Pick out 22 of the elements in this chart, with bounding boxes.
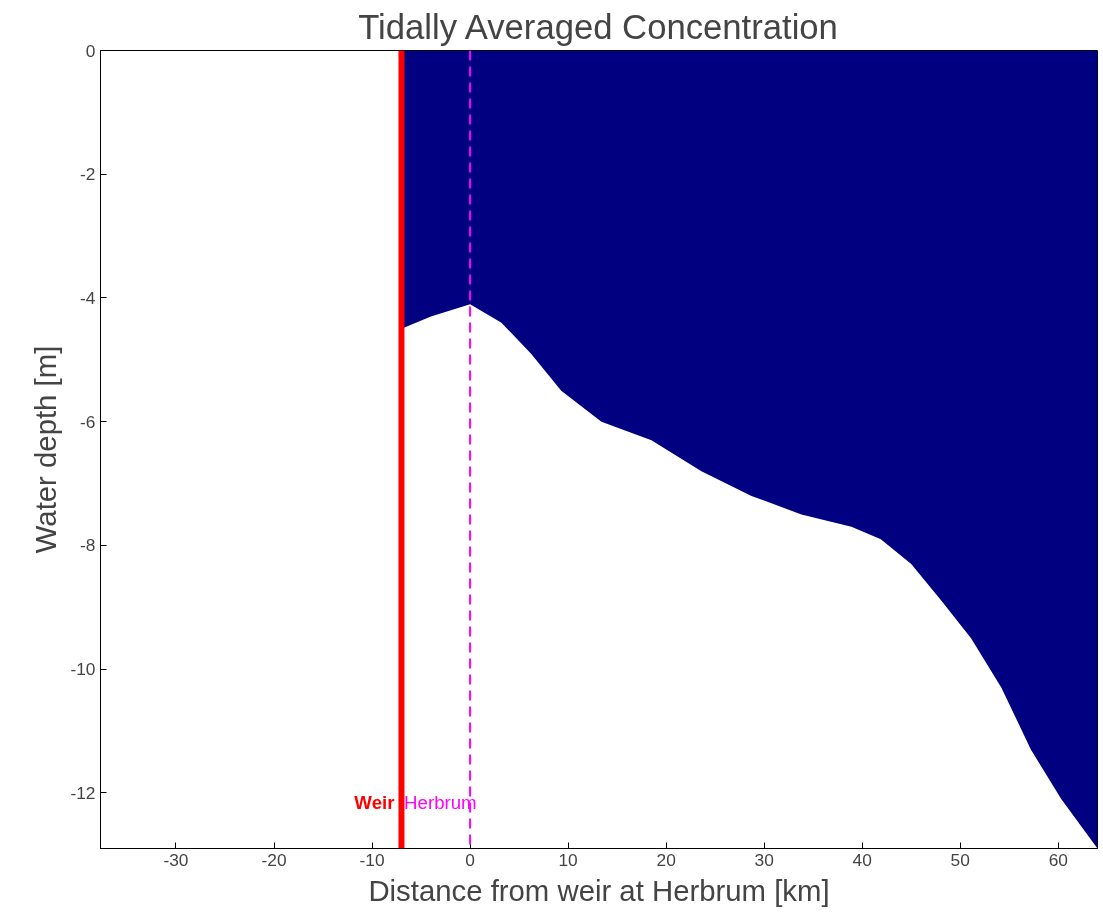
x-tick-label: 0 bbox=[465, 849, 475, 870]
x-tick-label: -20 bbox=[261, 849, 287, 870]
x-tick-label: -10 bbox=[359, 849, 385, 870]
y-tick-label: -8 bbox=[80, 535, 96, 556]
y-tick-label: -6 bbox=[80, 411, 96, 432]
x-tick-label: 60 bbox=[1048, 849, 1068, 870]
y-axis-title: Water depth [m] bbox=[29, 345, 63, 554]
ref-line-label: Herbrum bbox=[404, 791, 477, 813]
x-tick-label: 40 bbox=[852, 849, 872, 870]
x-tick-label: 30 bbox=[754, 849, 774, 870]
chart-title: Tidally Averaged Concentration bbox=[358, 7, 838, 46]
y-tick-label: -12 bbox=[70, 782, 96, 803]
ref-line-label: Weir bbox=[354, 791, 395, 813]
y-tick-label: -10 bbox=[70, 659, 96, 680]
x-tick-label: -30 bbox=[163, 849, 189, 870]
x-axis-title: Distance from weir at Herbrum [km] bbox=[368, 873, 830, 907]
x-tick-label: 10 bbox=[558, 849, 578, 870]
y-tick-label: -2 bbox=[80, 164, 96, 185]
y-tick-label: 0 bbox=[85, 40, 96, 61]
x-tick-label: 50 bbox=[950, 849, 970, 870]
x-tick-label: 20 bbox=[656, 849, 676, 870]
y-tick-label: -4 bbox=[80, 287, 96, 308]
